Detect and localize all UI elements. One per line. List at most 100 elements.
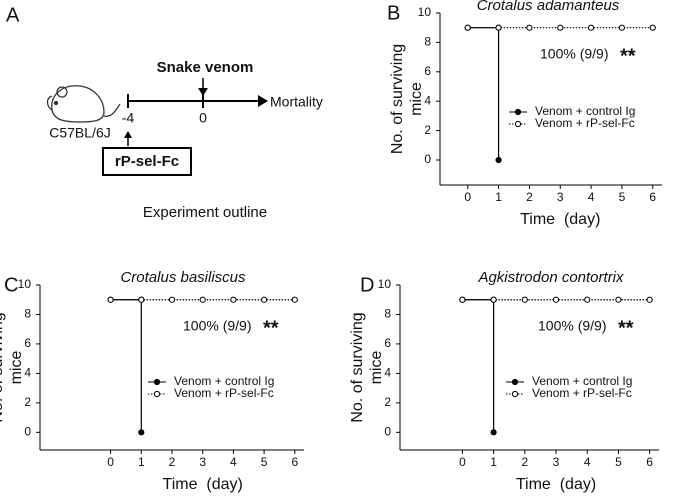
chart-title: Crotalus adamanteus — [477, 0, 620, 14]
legend-marker — [153, 390, 161, 398]
y-axis-title: No. of surviving — [0, 312, 6, 422]
mouse-strain: C57BL/6J — [49, 125, 110, 141]
y-tick-label: 0 — [384, 424, 391, 438]
chart-panel: D Agkistrodon contortrix 0 2 4 6 8 10 0 1 2 3 4 5 6 Tim… — [349, 269, 659, 493]
x-tick-label: 5 — [619, 190, 626, 204]
y-axis-title: mice — [368, 351, 385, 385]
significance: ** — [263, 317, 279, 339]
panel-label: C — [4, 274, 18, 296]
x-tick-label: 3 — [553, 455, 560, 469]
data-point — [495, 24, 502, 31]
data-point — [584, 296, 591, 303]
panel-label: B — [387, 2, 400, 24]
legend-marker — [514, 108, 522, 116]
x-tick-label: 5 — [615, 455, 622, 469]
timeline-arrow — [258, 95, 268, 107]
y-tick-label: 4 — [384, 366, 391, 380]
y-tick-label: 6 — [24, 336, 31, 350]
x-tick-label: 0 — [464, 190, 471, 204]
x-tick-label: 0 — [107, 455, 114, 469]
data-point — [552, 296, 560, 303]
annotation: 100% (9/9) — [183, 318, 251, 334]
y-tick-label: 2 — [384, 395, 391, 409]
venom-arrowhead — [198, 88, 208, 96]
treatment-label: rP-sel-Fc — [115, 153, 179, 170]
data-point — [490, 296, 497, 303]
y-tick-label: 2 — [424, 123, 431, 137]
x-tick-label: 2 — [169, 455, 176, 469]
treatment-box — [102, 147, 192, 176]
significance: ** — [618, 317, 634, 339]
x-tick-label: 5 — [261, 455, 268, 469]
data-point — [168, 296, 176, 303]
data-point — [464, 24, 471, 31]
chart-title: Agkistrodon contortrix — [477, 269, 624, 286]
x-tick-label: 1 — [138, 455, 145, 469]
series-line — [110, 299, 142, 433]
y-tick-label: 10 — [378, 277, 392, 291]
series-line — [467, 27, 500, 161]
x-tick-label: 0 — [459, 455, 466, 469]
data-point — [138, 429, 145, 436]
legend-label: Venom + rP-sel-Fc — [532, 386, 632, 400]
legend-label: Venom + control Ig — [532, 374, 632, 388]
x-tick-label: 3 — [199, 455, 206, 469]
legend-marker — [514, 120, 522, 128]
x-tick-label: 2 — [526, 190, 533, 204]
panel-label: D — [360, 274, 374, 296]
x-tick-label: 2 — [521, 455, 528, 469]
data-point — [495, 156, 502, 164]
timepoint-label: 0 — [199, 110, 207, 126]
outcome-label: Mortality — [270, 94, 323, 110]
significance: ** — [620, 45, 636, 67]
x-tick-label: 1 — [495, 190, 502, 204]
data-point — [490, 429, 497, 436]
legend-label: Venom + control Ig — [174, 374, 274, 388]
y-tick-label: 8 — [384, 307, 391, 321]
venom-label: Snake venom — [157, 59, 254, 76]
annotation: 100% (9/9) — [540, 46, 608, 62]
diagram-caption: Experiment outline — [143, 204, 267, 221]
y-tick-label: 0 — [424, 152, 431, 166]
data-point — [199, 296, 206, 303]
legend-label: Venom + rP-sel-Fc — [535, 116, 635, 130]
data-point — [260, 296, 268, 303]
x-axis-title: Time (day) — [516, 476, 596, 493]
y-tick-label: 10 — [18, 277, 32, 291]
series-line — [462, 299, 495, 433]
data-point — [138, 296, 145, 303]
panel-a: A C57BL/6J Mortality -4 0 Snake venom rP… — [6, 4, 323, 221]
x-axis-title: Time (day) — [163, 476, 243, 493]
y-tick-label: 10 — [418, 5, 432, 19]
data-point — [618, 24, 626, 31]
y-axis-title: No. of surviving — [349, 312, 366, 422]
timepoint-label: -4 — [122, 110, 135, 126]
y-axis-title: No. of surviving — [389, 44, 406, 154]
data-point — [521, 296, 528, 303]
x-tick-label: 6 — [649, 190, 656, 204]
data-point — [649, 24, 656, 31]
x-tick-label: 4 — [230, 455, 237, 469]
data-point — [557, 24, 564, 31]
chart-panel: C Crotalus basiliscus 0 2 4 6 8 10 0 1 2 3 4 5 6 Time (… — [0, 269, 304, 493]
data-point — [291, 296, 298, 303]
data-point — [587, 24, 595, 31]
panel-label: A — [6, 4, 20, 26]
x-tick-label: 4 — [588, 190, 595, 204]
mouse-icon — [46, 85, 121, 123]
y-tick-label: 4 — [24, 366, 31, 380]
y-tick-label: 6 — [384, 336, 391, 350]
data-point — [646, 296, 653, 303]
y-tick-label: 8 — [24, 307, 31, 321]
chart-title: Crotalus basiliscus — [120, 269, 246, 286]
y-axis-title: mice — [8, 351, 25, 385]
y-tick-label: 8 — [424, 35, 431, 49]
y-tick-label: 0 — [24, 424, 31, 438]
x-tick-label: 3 — [557, 190, 564, 204]
legend-marker — [511, 378, 519, 386]
legend-marker — [511, 390, 519, 398]
y-tick-label: 6 — [424, 64, 431, 78]
x-tick-label: 1 — [490, 455, 497, 469]
data-point — [459, 296, 466, 303]
